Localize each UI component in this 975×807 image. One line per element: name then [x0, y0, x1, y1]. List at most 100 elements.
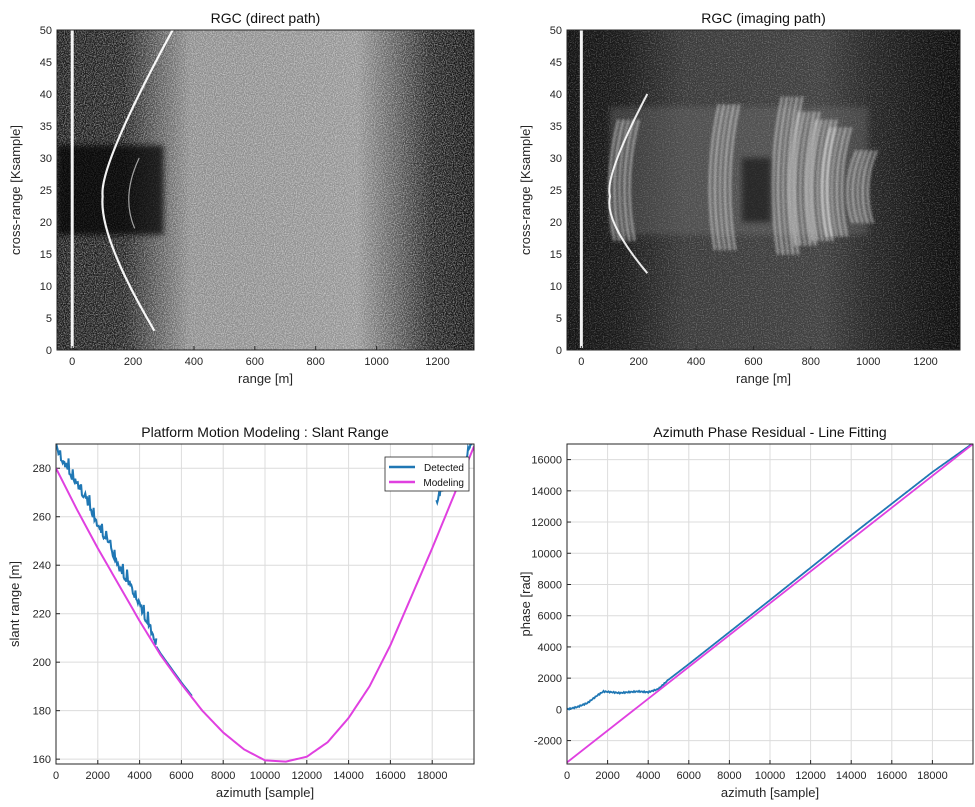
y-tick-label: 14000 — [531, 486, 562, 498]
x-axis-label: range [m] — [238, 371, 293, 386]
x-tick-label: 400 — [687, 356, 705, 368]
y-tick-label: 50 — [40, 25, 52, 37]
y-tick-label: 0 — [46, 345, 52, 357]
y-tick-label: 6000 — [538, 611, 562, 623]
x-tick-label: 200 — [630, 356, 648, 368]
series-line-modeling — [56, 446, 474, 763]
x-tick-label: 16000 — [877, 770, 908, 782]
secondary-trace — [128, 157, 140, 229]
x-tick-label: 6000 — [169, 770, 193, 782]
dark-gap — [741, 158, 771, 222]
x-axis-label: azimuth [sample] — [216, 785, 314, 800]
y-tick-label: 30 — [550, 153, 562, 165]
target-streak — [608, 119, 640, 242]
legend: Detected Modeling — [384, 456, 470, 492]
x-tick-label: 400 — [185, 356, 203, 368]
y-tick-label: 4000 — [538, 642, 562, 654]
y-axis-label: slant range [m] — [7, 561, 22, 647]
x-tick-label: 0 — [578, 356, 584, 368]
x-tick-label: 1000 — [856, 356, 880, 368]
target-streak — [820, 126, 852, 237]
legend-entry: Detected — [424, 463, 464, 474]
y-axis-label: cross-range [Ksample] — [8, 125, 23, 255]
y-tick-label: -2000 — [534, 736, 562, 748]
y-tick-label: 5 — [46, 313, 52, 325]
legend-entry: Modeling — [423, 478, 464, 489]
zero-range-line — [70, 30, 74, 348]
hyperbola-trace — [101, 30, 174, 332]
x-tick-label: 6000 — [677, 770, 701, 782]
x-tick-label: 14000 — [333, 770, 364, 782]
y-tick-label: 15 — [550, 249, 562, 261]
y-tick-label: 25 — [550, 185, 562, 197]
x-tick-label: 10000 — [755, 770, 786, 782]
x-tick-label: 4000 — [127, 770, 151, 782]
y-tick-label: 20 — [40, 217, 52, 229]
y-tick-label: 260 — [33, 512, 51, 524]
x-tick-label: 800 — [307, 356, 325, 368]
y-tick-label: 200 — [33, 657, 51, 669]
y-tick-label: 40 — [40, 89, 52, 101]
series-line-residual — [567, 444, 973, 711]
x-tick-label: 200 — [124, 356, 142, 368]
y-tick-label: 40 — [550, 89, 562, 101]
target-streak — [789, 111, 821, 246]
heatmap-panel-2: 0 200 400 600 800 1000 1200 0 5 10 15 20 25 30 35 40 45 5… — [518, 10, 961, 386]
y-tick-label: 50 — [550, 25, 562, 37]
y-tick-label: 160 — [33, 754, 51, 766]
x-tick-label: 1000 — [364, 356, 388, 368]
chart-title: RGC (imaging path) — [701, 10, 826, 26]
y-tick-label: 45 — [40, 57, 52, 69]
y-tick-label: 10 — [40, 281, 52, 293]
y-axis-label: cross-range [Ksample] — [518, 125, 533, 255]
x-tick-label: 0 — [69, 356, 75, 368]
y-tick-label: 0 — [556, 704, 562, 716]
x-tick-label: 4000 — [636, 770, 660, 782]
chart-title: Platform Motion Modeling : Slant Range — [141, 424, 389, 440]
chart-title: RGC (direct path) — [211, 10, 321, 26]
line-panel-4: 0 2000 4000 6000 8000 10000 12000 14000 16000 180… — [518, 424, 974, 800]
y-tick-label: 10000 — [531, 548, 562, 560]
y-tick-label: 35 — [40, 121, 52, 133]
x-tick-label: 18000 — [917, 770, 948, 782]
x-tick-label: 600 — [246, 356, 264, 368]
x-tick-label: 12000 — [795, 770, 826, 782]
x-tick-label: 10000 — [250, 770, 281, 782]
y-tick-label: 25 — [40, 185, 52, 197]
y-tick-label: 15 — [40, 249, 52, 261]
zero-range-line — [579, 30, 583, 348]
series-line-detected — [56, 444, 158, 646]
y-tick-label: 180 — [33, 706, 51, 718]
x-tick-label: 1200 — [425, 356, 449, 368]
x-tick-label: 1200 — [913, 356, 937, 368]
y-tick-label: 12000 — [531, 517, 562, 529]
y-tick-label: 30 — [40, 153, 52, 165]
x-tick-label: 0 — [564, 770, 570, 782]
x-tick-label: 2000 — [595, 770, 619, 782]
x-tick-label: 16000 — [375, 770, 406, 782]
y-tick-label: 280 — [33, 463, 51, 475]
y-tick-label: 240 — [33, 560, 51, 572]
legend-box — [384, 456, 470, 492]
x-tick-label: 8000 — [717, 770, 741, 782]
series-line-fit — [567, 444, 973, 764]
y-tick-label: 5 — [556, 313, 562, 325]
y-tick-label: 0 — [556, 345, 562, 357]
heatmap-panel-1: 0 200 400 600 800 1000 1200 0 5 10 15 20 25 30 35 40 45 5… — [8, 10, 475, 386]
x-tick-label: 0 — [53, 770, 59, 782]
line-panel-3: 0 2000 4000 6000 8000 10000 12000 14000 16000 180… — [7, 424, 475, 800]
x-tick-label: 800 — [802, 356, 820, 368]
heatmap-image — [567, 30, 960, 350]
y-tick-label: 45 — [550, 57, 562, 69]
x-tick-label: 600 — [744, 356, 762, 368]
x-tick-label: 8000 — [211, 770, 235, 782]
x-tick-label: 2000 — [86, 770, 110, 782]
y-tick-label: 8000 — [538, 579, 562, 591]
y-tick-label: 35 — [550, 121, 562, 133]
y-axis-label: phase [rad] — [518, 571, 533, 636]
x-axis-label: azimuth [sample] — [721, 785, 819, 800]
target-streak — [708, 104, 741, 251]
y-tick-label: 2000 — [538, 673, 562, 685]
x-axis-label: range [m] — [736, 371, 791, 386]
axes-frame — [566, 443, 974, 765]
